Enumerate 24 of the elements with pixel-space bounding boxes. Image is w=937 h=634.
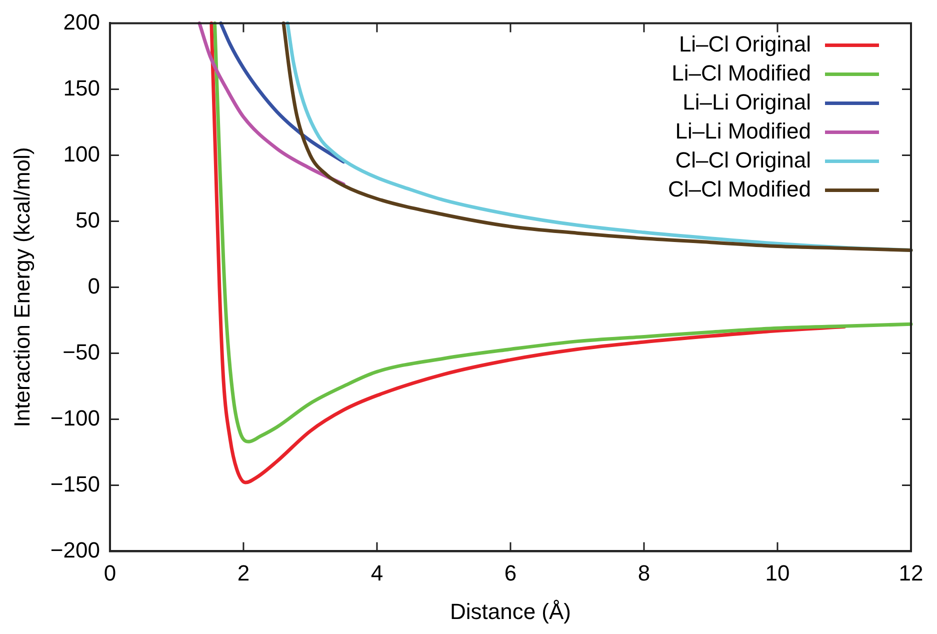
x-tick-label: 8 (638, 560, 650, 586)
legend-label: Cl–Cl Modified (668, 176, 811, 202)
legend-label: Li–Cl Original (678, 31, 811, 56)
legend-label: Cl–Cl Original (675, 147, 811, 172)
y-tick-label: 50 (75, 207, 100, 232)
y-tick-label: −100 (50, 405, 100, 430)
y-tick-label: 0 (88, 273, 100, 298)
x-axis-title: Distance (Å) (450, 598, 571, 624)
x-tick-label: 10 (765, 560, 790, 586)
legend-label: Li–Cl Modified (672, 60, 811, 86)
y-tick-label: −150 (50, 471, 100, 496)
x-tick-label: 6 (504, 560, 517, 586)
y-tick-label: 200 (63, 9, 100, 34)
y-tick-label: −200 (50, 537, 100, 562)
y-tick-label: 150 (63, 75, 100, 100)
y-tick-label: −50 (62, 339, 100, 364)
x-tick-label: 0 (104, 560, 116, 586)
x-tick-label: 4 (370, 560, 384, 586)
y-tick-label: 100 (63, 141, 100, 166)
legend-label: Li–Li Original (682, 89, 811, 114)
x-tick-label: 12 (898, 560, 924, 586)
legend-label: Li–Li Modified (675, 118, 811, 144)
y-axis-title: Interaction Energy (kcal/mol) (9, 147, 34, 428)
x-tick-label: 2 (237, 560, 250, 586)
